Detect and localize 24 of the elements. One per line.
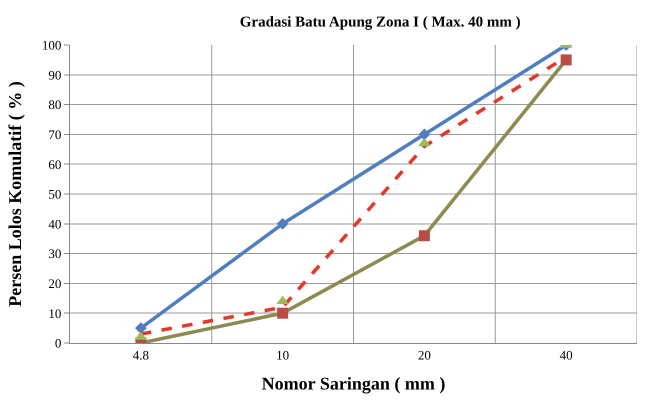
y-tick-label: 100	[42, 38, 62, 53]
point	[560, 54, 572, 66]
y-tick-label: 20	[48, 276, 62, 291]
y-axis-title: Persen Lolos Komulatif ( % )	[5, 81, 26, 307]
x-tick-label: 20	[418, 348, 431, 363]
x-tick-label: 4.8	[132, 348, 150, 363]
point	[418, 230, 430, 242]
y-tick-label: 0	[54, 336, 62, 351]
point	[135, 322, 147, 334]
x-tick-label: 10	[276, 348, 290, 363]
y-tick-label: 50	[48, 186, 62, 202]
y-tick-label: 60	[48, 156, 62, 172]
x-axis-title: Nomor Saringan ( mm )	[262, 374, 446, 394]
y-tick-label: 10	[48, 306, 62, 321]
y-tick-label: 80	[48, 97, 62, 112]
chart-title: Gradasi Batu Apung Zona I ( Max. 40 mm )	[240, 14, 521, 31]
y-tick-label: 40	[48, 216, 62, 232]
point	[276, 218, 288, 230]
y-tick-label: 70	[48, 126, 62, 142]
y-tick-label: 90	[48, 67, 62, 82]
point	[277, 308, 288, 319]
point	[418, 128, 430, 140]
x-tick-label: 40	[560, 348, 573, 363]
y-tick-label: 30	[48, 246, 62, 262]
